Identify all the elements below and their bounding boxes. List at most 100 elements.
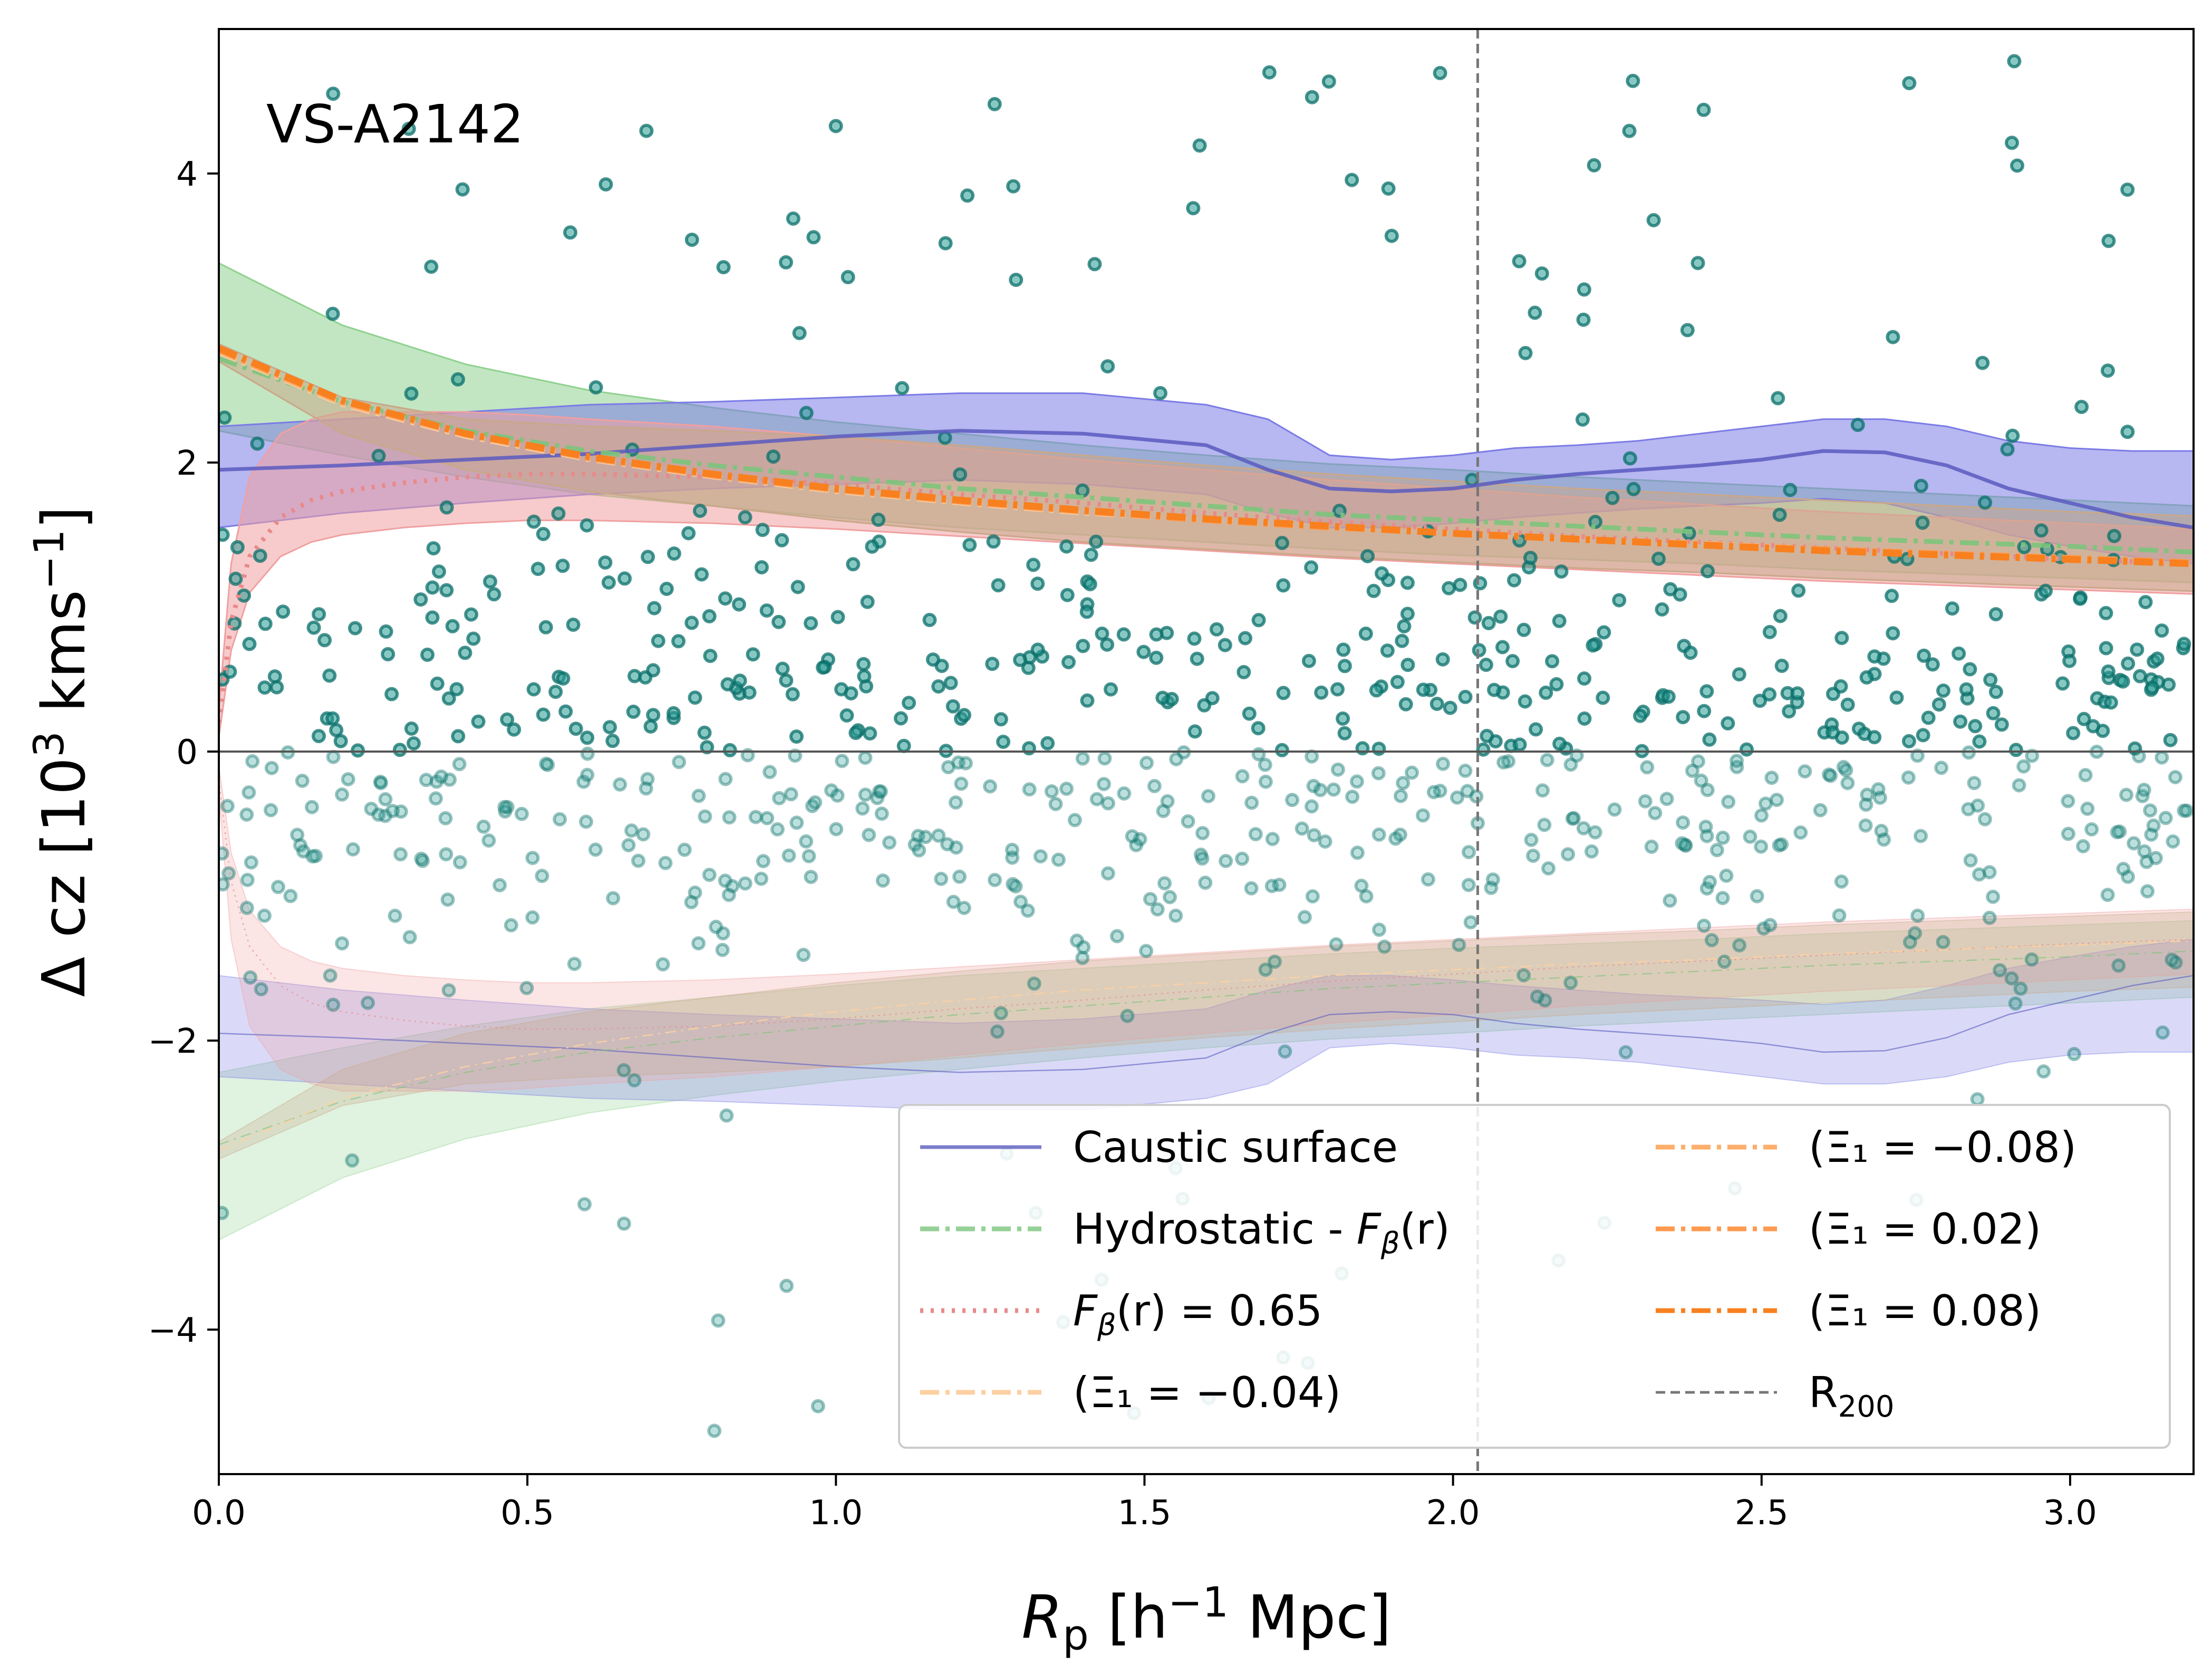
data-point xyxy=(684,615,699,630)
data-point xyxy=(1901,734,1916,748)
data-point xyxy=(2084,822,2099,836)
data-point xyxy=(1089,792,1104,806)
data-point xyxy=(407,736,421,751)
hydrostatic-line-lower xyxy=(219,950,2194,1146)
data-point xyxy=(2010,158,2024,173)
data-point xyxy=(985,657,1000,671)
data-point xyxy=(646,663,661,678)
data-point xyxy=(2067,1047,2082,1061)
data-point xyxy=(1163,890,1177,905)
y-tick-label: 0 xyxy=(176,733,198,772)
data-point xyxy=(1059,782,1074,796)
data-point xyxy=(1663,893,1677,908)
data-point xyxy=(239,807,254,822)
data-point xyxy=(1274,743,1289,757)
data-point xyxy=(1813,803,1828,817)
data-point xyxy=(1305,90,1319,104)
data-point xyxy=(1101,796,1115,811)
data-point xyxy=(1307,828,1321,843)
data-point xyxy=(425,610,440,625)
data-point xyxy=(1871,782,1886,796)
data-point xyxy=(1349,774,1364,789)
legend-label-fbeta: Fβ(r) = 0.65 xyxy=(1073,1286,1322,1342)
data-point xyxy=(1013,894,1028,909)
data-point xyxy=(945,699,960,714)
data-point xyxy=(1721,794,1736,809)
data-point xyxy=(949,840,963,855)
data-point xyxy=(1699,684,1714,699)
data-point xyxy=(1584,844,1599,859)
data-point xyxy=(2155,1025,2170,1040)
data-point xyxy=(990,1024,1004,1039)
data-point xyxy=(896,738,911,753)
data-point xyxy=(1075,483,1090,498)
data-point xyxy=(373,774,388,789)
data-point xyxy=(1972,734,1987,749)
data-point xyxy=(697,725,712,740)
hydrostatic-band-lower xyxy=(219,920,2194,1241)
data-point xyxy=(1395,633,1409,648)
data-point xyxy=(806,230,821,245)
data-point xyxy=(1129,838,1144,852)
data-point xyxy=(1301,653,1316,668)
data-point xyxy=(1774,658,1789,673)
legend-label-xi_008: (Ξ₁ = 0.08) xyxy=(1809,1286,2041,1335)
data-point xyxy=(790,580,805,594)
data-point xyxy=(1033,849,1048,864)
data-point xyxy=(603,720,617,735)
data-point xyxy=(1825,725,1840,740)
data-point xyxy=(452,757,467,772)
data-point xyxy=(514,806,529,821)
data-point xyxy=(1084,547,1098,562)
data-point xyxy=(1762,687,1777,702)
data-point xyxy=(426,541,441,556)
data-point xyxy=(1398,697,1413,711)
data-point xyxy=(1552,613,1567,628)
data-point xyxy=(688,886,702,900)
data-point xyxy=(1136,644,1151,659)
data-point xyxy=(1244,881,1259,896)
data-point xyxy=(1782,704,1796,719)
data-point xyxy=(1168,908,1183,923)
data-point xyxy=(2076,839,2091,853)
data-point xyxy=(566,618,581,632)
data-point xyxy=(952,869,967,884)
data-point xyxy=(792,326,807,340)
data-point xyxy=(894,711,908,726)
data-point xyxy=(425,580,440,595)
data-point xyxy=(1375,566,1389,581)
data-point xyxy=(2100,363,2115,378)
data-point xyxy=(862,828,876,842)
data-point xyxy=(1539,685,1553,700)
data-point xyxy=(1453,578,1467,592)
data-point xyxy=(856,657,871,671)
data-point xyxy=(1400,658,1415,672)
data-point xyxy=(364,802,379,816)
data-point xyxy=(2013,982,2028,996)
data-point xyxy=(1715,830,1730,845)
data-point xyxy=(987,97,1002,111)
data-point xyxy=(1416,682,1431,697)
data-point xyxy=(1075,950,1090,965)
data-point xyxy=(2008,996,2023,1011)
data-point xyxy=(2074,400,2089,414)
data-point xyxy=(1675,836,1689,851)
data-point xyxy=(1336,711,1350,726)
data-point xyxy=(1988,685,2003,699)
data-point xyxy=(439,500,454,515)
y-axis: −4 −2 0 2 4 xyxy=(148,155,219,1350)
data-point xyxy=(1030,642,1045,657)
data-point xyxy=(2004,971,2019,986)
data-point xyxy=(1358,627,1373,641)
data-point xyxy=(694,567,709,582)
data-point xyxy=(283,889,298,903)
data-point xyxy=(1143,892,1157,907)
data-point xyxy=(1262,65,1277,80)
data-point xyxy=(432,564,446,579)
data-point xyxy=(605,734,620,748)
data-point xyxy=(957,901,971,915)
data-point xyxy=(1393,788,1408,803)
data-point xyxy=(1860,787,1875,802)
data-point xyxy=(1977,812,1992,826)
data-point xyxy=(1313,783,1328,797)
